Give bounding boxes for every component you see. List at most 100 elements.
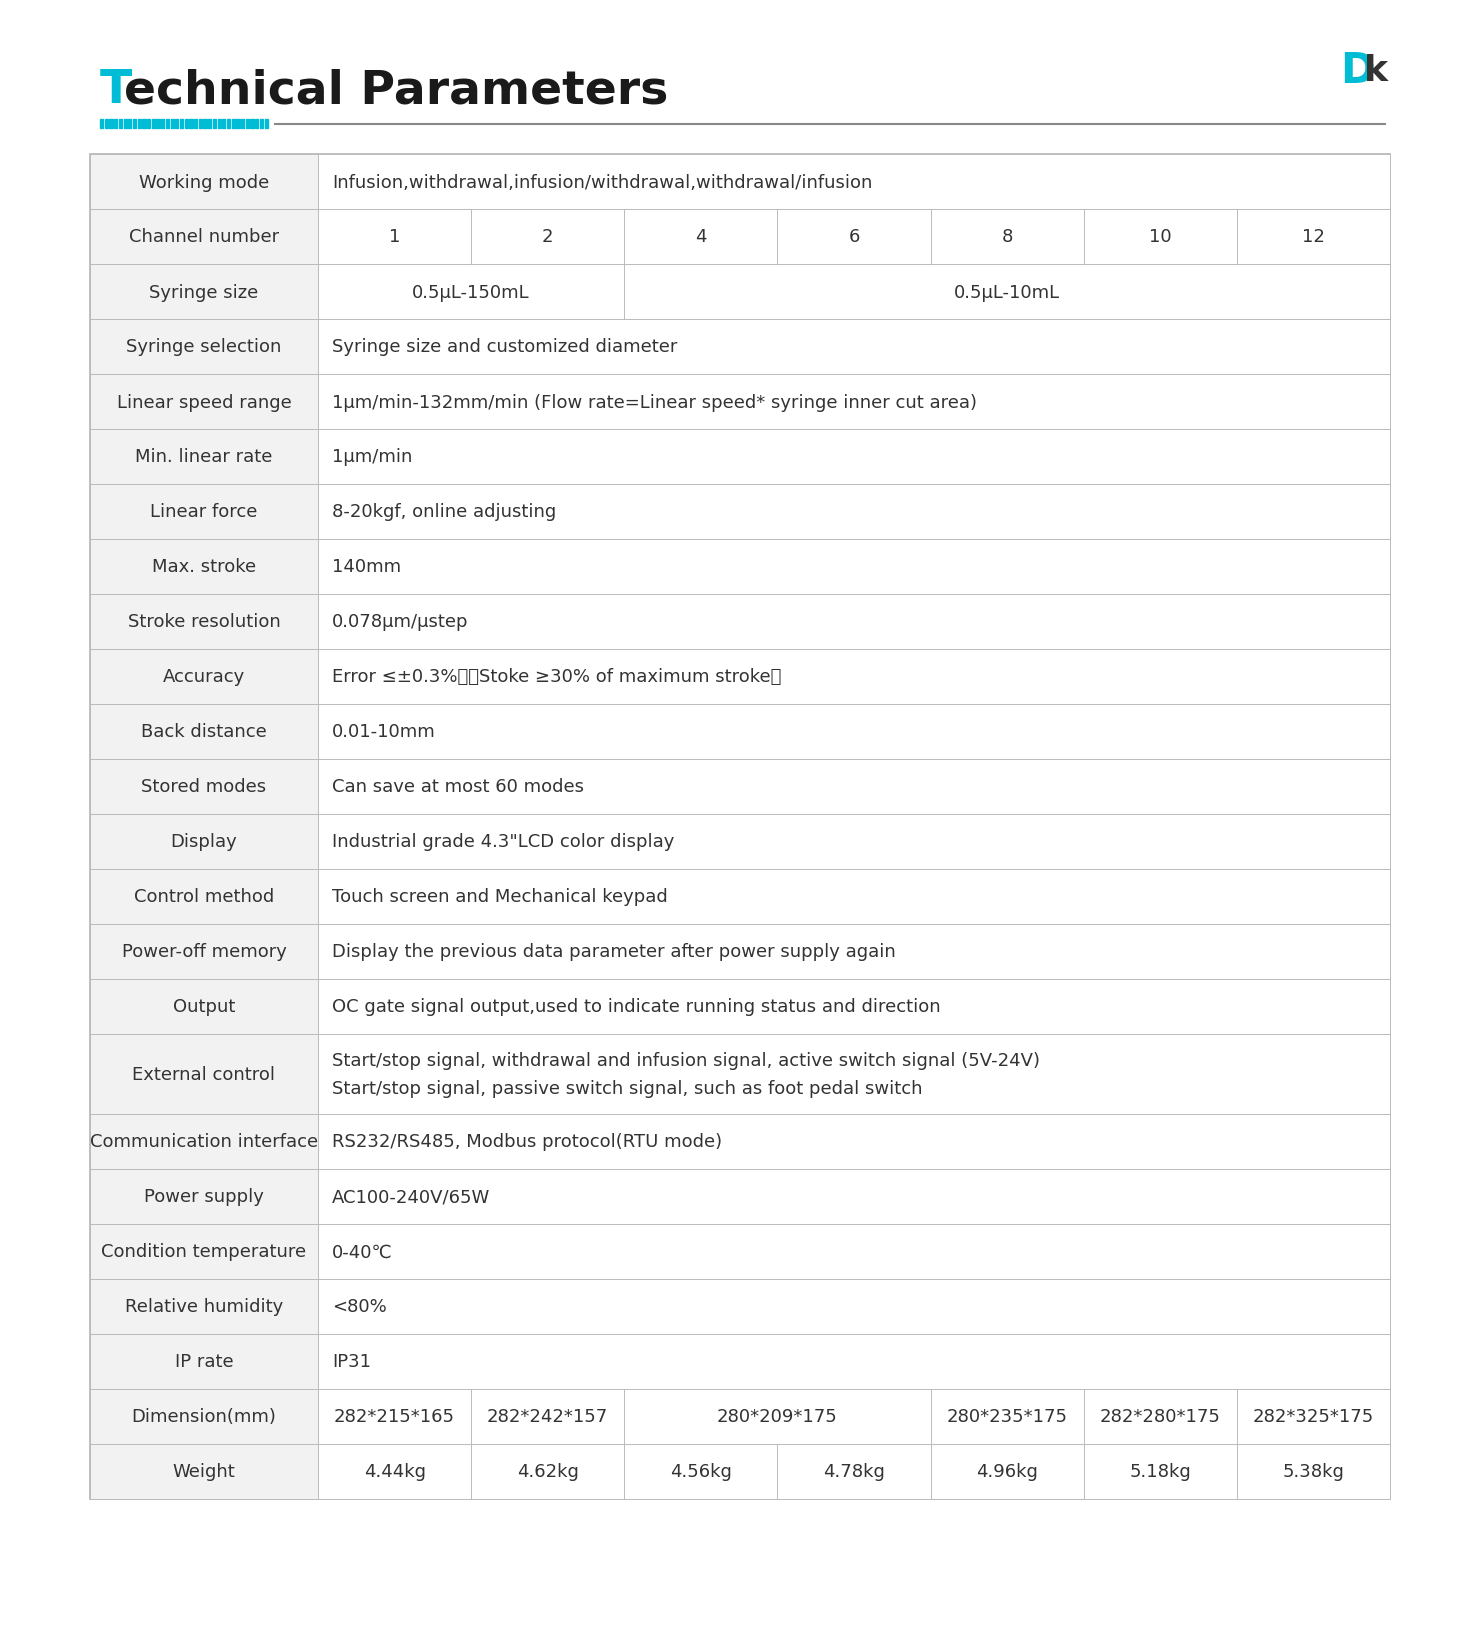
Text: Start/stop signal, passive switch signal, such as foot pedal switch: Start/stop signal, passive switch signal… — [332, 1079, 922, 1097]
Text: AC100-240V/65W: AC100-240V/65W — [332, 1188, 490, 1206]
Text: 280*235*175: 280*235*175 — [947, 1408, 1067, 1426]
Bar — [90, 211, 318, 264]
Text: Error ≤±0.3%　（Stoke ≥30% of maximum stroke）: Error ≤±0.3% （Stoke ≥30% of maximum stro… — [332, 667, 781, 685]
Text: Accuracy: Accuracy — [163, 667, 246, 685]
Bar — [318, 429, 1390, 485]
Bar — [218, 119, 221, 129]
Bar — [318, 870, 1390, 924]
Bar — [198, 119, 201, 129]
Bar — [138, 119, 141, 129]
Text: 5.38kg: 5.38kg — [1283, 1462, 1344, 1480]
Bar — [157, 119, 160, 129]
Bar — [90, 979, 318, 1035]
Bar — [194, 119, 197, 129]
Bar — [318, 705, 1390, 759]
Bar — [226, 119, 229, 129]
Text: Weight: Weight — [173, 1462, 235, 1480]
Text: 4.44kg: 4.44kg — [364, 1462, 426, 1480]
Text: 1: 1 — [389, 228, 400, 246]
Text: Back distance: Back distance — [141, 723, 266, 741]
Text: 0.5μL-10mL: 0.5μL-10mL — [955, 284, 1060, 302]
Bar — [318, 759, 1390, 814]
Bar — [185, 119, 188, 129]
Text: 282*215*165: 282*215*165 — [334, 1408, 454, 1426]
Bar — [231, 119, 235, 129]
Bar — [318, 155, 1390, 211]
Text: <80%: <80% — [332, 1297, 386, 1315]
Text: Industrial grade 4.3"LCD color display: Industrial grade 4.3"LCD color display — [332, 832, 675, 850]
Bar — [318, 1389, 1390, 1444]
Bar — [90, 429, 318, 485]
Bar — [318, 1169, 1390, 1224]
Bar — [265, 119, 268, 129]
Bar — [260, 119, 263, 129]
Text: Stroke resolution: Stroke resolution — [127, 614, 280, 632]
Bar — [170, 119, 173, 129]
Bar — [90, 594, 318, 650]
Text: Min. linear rate: Min. linear rate — [135, 449, 272, 467]
Bar — [318, 1444, 1390, 1500]
Text: 6: 6 — [848, 228, 860, 246]
Bar — [101, 119, 104, 129]
Text: Max. stroke: Max. stroke — [152, 558, 256, 576]
Text: Channel number: Channel number — [129, 228, 280, 246]
Text: Infusion,withdrawal,infusion/withdrawal,withdrawal/infusion: Infusion,withdrawal,infusion/withdrawal,… — [332, 173, 872, 191]
Text: 4.96kg: 4.96kg — [977, 1462, 1037, 1480]
Text: OC gate signal output,used to indicate running status and direction: OC gate signal output,used to indicate r… — [332, 997, 941, 1015]
Text: 4.62kg: 4.62kg — [517, 1462, 579, 1480]
Bar — [175, 119, 179, 129]
Text: Output: Output — [173, 997, 235, 1015]
Bar — [133, 119, 136, 129]
Bar — [318, 594, 1390, 650]
Text: Relative humidity: Relative humidity — [124, 1297, 283, 1315]
Text: 0.5μL-150mL: 0.5μL-150mL — [413, 284, 530, 302]
Bar — [203, 119, 207, 129]
Text: IP rate: IP rate — [175, 1353, 234, 1371]
Text: Syringe selection: Syringe selection — [126, 338, 281, 356]
Bar — [123, 119, 127, 129]
Bar — [318, 1035, 1390, 1115]
Bar — [90, 1115, 318, 1169]
Text: 10: 10 — [1148, 228, 1172, 246]
Text: 4.56kg: 4.56kg — [670, 1462, 731, 1480]
Text: Working mode: Working mode — [139, 173, 269, 191]
Bar — [90, 1169, 318, 1224]
Bar — [90, 1389, 318, 1444]
Text: 280*209*175: 280*209*175 — [716, 1408, 838, 1426]
Bar — [318, 264, 1390, 320]
Bar — [318, 650, 1390, 705]
Bar — [318, 1279, 1390, 1335]
Text: External control: External control — [133, 1066, 275, 1084]
Bar — [161, 119, 164, 129]
Text: Control method: Control method — [133, 888, 274, 906]
Bar — [142, 119, 145, 129]
Bar — [246, 119, 249, 129]
Bar — [90, 705, 318, 759]
Text: Touch screen and Mechanical keypad: Touch screen and Mechanical keypad — [332, 888, 667, 906]
Bar — [318, 211, 1390, 264]
Bar — [241, 119, 244, 129]
Bar — [181, 119, 184, 129]
Bar — [90, 155, 318, 211]
Bar — [105, 119, 108, 129]
Bar — [209, 119, 212, 129]
Bar — [90, 759, 318, 814]
Bar — [90, 320, 318, 375]
Text: Start/stop signal, withdrawal and infusion signal, active switch signal (5V-24V): Start/stop signal, withdrawal and infusi… — [332, 1051, 1040, 1069]
Bar — [90, 1335, 318, 1389]
Text: Linear force: Linear force — [151, 503, 258, 521]
Text: 282*325*175: 282*325*175 — [1252, 1408, 1373, 1426]
Bar — [318, 1115, 1390, 1169]
Text: Power supply: Power supply — [144, 1188, 263, 1206]
Bar — [90, 1035, 318, 1115]
Bar — [90, 1224, 318, 1279]
Bar — [318, 540, 1390, 594]
Bar — [90, 1444, 318, 1500]
Bar — [90, 924, 318, 979]
Text: 282*242*157: 282*242*157 — [487, 1408, 608, 1426]
Text: 1μm/min: 1μm/min — [332, 449, 413, 467]
Bar — [318, 1335, 1390, 1389]
Text: Communication interface: Communication interface — [90, 1133, 318, 1151]
Bar — [213, 119, 216, 129]
Text: Syringe size: Syringe size — [149, 284, 259, 302]
